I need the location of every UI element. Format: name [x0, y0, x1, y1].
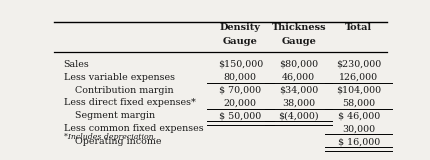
Text: Gauge: Gauge — [223, 37, 258, 46]
Text: $(4,000): $(4,000) — [278, 111, 319, 120]
Text: Less common fixed expenses: Less common fixed expenses — [64, 124, 203, 133]
Text: 38,000: 38,000 — [282, 98, 315, 108]
Text: $150,000: $150,000 — [218, 60, 263, 69]
Text: Segment margin: Segment margin — [75, 111, 156, 120]
Text: *Includes depreciation.: *Includes depreciation. — [64, 133, 156, 141]
Text: 30,000: 30,000 — [342, 124, 375, 133]
Text: $80,000: $80,000 — [279, 60, 318, 69]
Text: $ 46,000: $ 46,000 — [338, 111, 380, 120]
Text: 46,000: 46,000 — [282, 73, 315, 82]
Text: Total: Total — [345, 23, 372, 32]
Text: $104,000: $104,000 — [336, 86, 381, 95]
Text: 20,000: 20,000 — [224, 98, 257, 108]
Text: Thickness: Thickness — [271, 23, 326, 32]
Text: Operating income: Operating income — [75, 137, 162, 146]
Text: $230,000: $230,000 — [336, 60, 381, 69]
Text: Less direct fixed expenses*: Less direct fixed expenses* — [64, 98, 196, 108]
Text: $ 70,000: $ 70,000 — [219, 86, 261, 95]
Text: Less variable expenses: Less variable expenses — [64, 73, 175, 82]
Text: 58,000: 58,000 — [342, 98, 375, 108]
Text: $ 50,000: $ 50,000 — [219, 111, 261, 120]
Text: Contribution margin: Contribution margin — [75, 86, 174, 95]
Text: $ 16,000: $ 16,000 — [338, 137, 380, 146]
Text: 80,000: 80,000 — [224, 73, 257, 82]
Text: Density: Density — [220, 23, 261, 32]
Text: 126,000: 126,000 — [339, 73, 378, 82]
Text: $34,000: $34,000 — [279, 86, 318, 95]
Text: Gauge: Gauge — [281, 37, 316, 46]
Text: Sales: Sales — [64, 60, 89, 69]
